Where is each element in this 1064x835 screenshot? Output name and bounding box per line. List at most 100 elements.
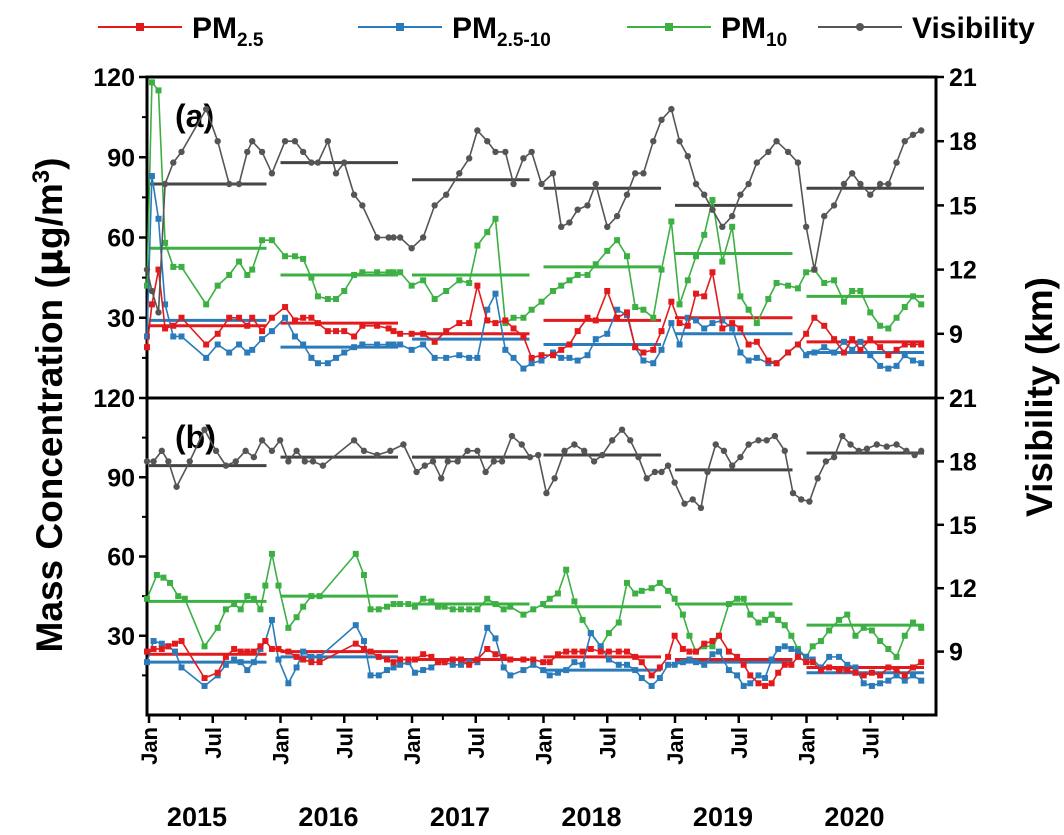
point-vis [385, 234, 392, 241]
legend: PM2.5 PM2.5-10 PM10 Visibility [98, 12, 1035, 51]
point-pm25 [566, 341, 573, 348]
legend-item-pm10: PM10 [627, 12, 787, 51]
point-pmc [201, 682, 208, 689]
point-pm10 [170, 263, 177, 270]
point-pmc [474, 354, 481, 361]
point-pm10 [540, 601, 547, 608]
point-pm25 [441, 659, 448, 666]
point-pm25 [587, 645, 594, 652]
point-pmc [775, 645, 782, 652]
point-pm10 [734, 595, 741, 602]
point-vis [308, 159, 315, 166]
point-pmc [852, 664, 859, 671]
point-pm10 [592, 261, 599, 268]
point-vis [201, 426, 208, 433]
point-pm25 [909, 341, 916, 348]
point-pmc [226, 349, 233, 356]
right-tick-label: 21 [949, 64, 977, 92]
point-vis [456, 170, 463, 177]
point-vis [173, 483, 180, 490]
point-vis [350, 191, 358, 198]
point-pm25 [316, 659, 323, 666]
point-pmc [701, 325, 708, 332]
point-pm10 [324, 296, 331, 303]
point-pm10 [550, 288, 557, 294]
point-pm10 [314, 293, 321, 300]
right-tick-label: 15 [949, 192, 977, 220]
point-pm25 [397, 330, 404, 337]
point-vis [581, 447, 588, 455]
point-pmc [291, 333, 298, 340]
legend-label-pm25: PM2.5 [192, 12, 264, 51]
point-vis [301, 458, 308, 465]
point-pm10 [574, 271, 581, 278]
point-pm25 [530, 656, 537, 663]
point-vis [268, 447, 276, 455]
point-pmc [466, 354, 473, 361]
point-vis [373, 451, 381, 459]
point-pm10 [226, 271, 233, 278]
point-vis [498, 458, 506, 465]
series-line-pm10 [146, 80, 922, 330]
point-vis [918, 447, 925, 455]
point-vis [186, 458, 193, 465]
point-vis [143, 266, 151, 273]
point-pm10 [249, 266, 256, 273]
series-line-pm25 [146, 269, 922, 365]
point-vis [413, 468, 420, 476]
point-pm25 [500, 653, 507, 660]
point-pmc [390, 341, 397, 348]
point-pmc [671, 661, 678, 668]
x-tick-label: Jan [137, 727, 162, 765]
point-pm25 [397, 656, 404, 663]
point-vis [222, 462, 230, 469]
point-pmc [222, 661, 229, 668]
point-pm10 [803, 269, 810, 276]
point-pm10 [236, 258, 243, 265]
point-vis [561, 447, 568, 455]
point-pm25 [849, 336, 856, 343]
point-pmc [592, 336, 599, 343]
point-pm10 [794, 285, 801, 292]
point-pmc [918, 360, 925, 367]
point-vis [781, 447, 788, 455]
point-pm10 [901, 304, 908, 311]
point-pm10 [383, 603, 390, 610]
point-pm25 [155, 266, 162, 273]
point-pm10 [466, 606, 473, 613]
point-pmc [367, 672, 374, 679]
point-pm10 [457, 606, 464, 613]
point-pmc [901, 352, 908, 359]
point-vis [408, 245, 415, 252]
point-pm10 [765, 296, 772, 303]
point-pmc [308, 653, 315, 660]
point-pm10 [282, 253, 289, 260]
x-tick-label: Jan [663, 727, 688, 765]
point-pmc [144, 333, 150, 340]
point-pmc [170, 333, 177, 340]
point-pmc [385, 341, 392, 348]
point-pm25 [268, 314, 275, 321]
point-pm10 [359, 269, 366, 276]
point-vis [387, 447, 394, 455]
point-vis [821, 212, 828, 220]
point-vis [490, 458, 498, 465]
point-pm25 [171, 640, 178, 647]
point-pm25 [679, 645, 686, 652]
series-line-pm10 [146, 552, 922, 659]
point-pm10 [144, 282, 150, 289]
point-pm10 [538, 298, 545, 305]
point-pmc [558, 354, 565, 361]
point-pmc [684, 314, 691, 321]
point-pm25 [745, 341, 752, 348]
point-vis [592, 180, 599, 188]
point-vis [814, 475, 821, 482]
point-pmc [360, 638, 367, 645]
point-vis [170, 159, 177, 166]
point-pm10 [781, 622, 788, 629]
point-vis [235, 180, 243, 188]
point-pmc [374, 341, 381, 348]
point-pmc [162, 301, 169, 308]
